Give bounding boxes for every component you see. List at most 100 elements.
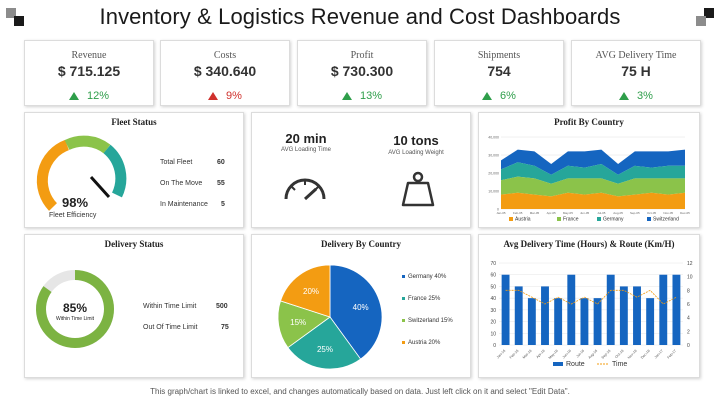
kpi-label: Shipments (477, 50, 521, 61)
fleet-row-label: In Maintenance (160, 201, 208, 208)
delivery-row-value: 500 (216, 303, 228, 310)
legend-label: Germany 40% (408, 274, 447, 280)
y2-tick-label: 4 (687, 316, 690, 322)
delivery-status-panel: Delivery Status 85% Within Time Limit Wi… (24, 234, 244, 378)
legend-label: Route (566, 361, 585, 368)
y2-tick-label: 8 (687, 288, 690, 294)
x-tick-label: Jun-05 (580, 211, 590, 215)
footer-note: This graph/chart is linked to excel, and… (150, 387, 570, 396)
pie-slice-france (287, 316, 362, 370)
trend-up-icon (482, 92, 493, 100)
gauge-arc-green (64, 135, 111, 154)
x-tick-label: Oct-05 (647, 211, 656, 215)
loading-time-value: 20 min (285, 131, 327, 146)
panel-title: Avg Delivery Time (Hours) & Route (Km/H) (503, 239, 675, 249)
legend-label: Austria 20% (408, 340, 441, 346)
x-tick-label: Sep-16 (601, 349, 612, 360)
kpi-card-costs[interactable]: Costs $ 340.640 9% (160, 40, 290, 106)
y-tick-label: 20,000 (488, 172, 499, 176)
weight-icon (401, 171, 435, 207)
bar-route (593, 298, 602, 345)
x-tick-label: Jan-17 (654, 349, 664, 359)
corner-decoration (704, 8, 714, 18)
legend-swatch (402, 275, 405, 278)
kpi-delta: 12% (25, 90, 153, 102)
loading-weight-label: AVG Loading Weight (388, 150, 444, 156)
legend-swatch (557, 217, 561, 221)
donut-value-arc (36, 270, 114, 348)
bar-route (541, 286, 549, 345)
trend-up-icon (68, 92, 79, 100)
x-tick-label: Apr-16 (535, 349, 545, 359)
delivery-donut-chart (36, 270, 114, 348)
pie-data-label: 25% (317, 345, 333, 354)
delivery-row-value: 75 (221, 324, 229, 331)
bar-route (659, 274, 668, 345)
kpi-card-delivery-time[interactable]: AVG Delivery Time 75 H 3% (571, 40, 701, 106)
fleet-row-value: 55 (217, 180, 225, 187)
area-series-austria (501, 192, 685, 209)
bar-route (554, 298, 563, 345)
fleet-row-value: 60 (217, 159, 225, 166)
x-tick-label: Jul-05 (597, 211, 606, 215)
y-tick-label: 0 (497, 208, 499, 212)
x-tick-label: Aug-05 (613, 211, 623, 215)
gauge-arc-orange (36, 139, 70, 211)
line-time (505, 289, 677, 305)
loading-time-label: AVG Loading Time (281, 147, 331, 153)
bar-route (501, 274, 510, 345)
panel-title: Profit By Country (554, 117, 624, 127)
area-series-germany (501, 162, 685, 184)
delivery-percent-label: Within Time Limit (55, 316, 95, 322)
kpi-card-shipments[interactable]: Shipments 754 6% (434, 40, 564, 106)
kpi-delta: 6% (435, 90, 563, 102)
delivery-row-label: Out Of Time Limit (143, 324, 198, 331)
panel-title: Fleet Status (111, 117, 157, 127)
panel-title: Delivery Status (104, 239, 164, 249)
pie-slice-germany (329, 264, 383, 360)
kpi-label: Costs (213, 50, 237, 61)
trend-up-icon (619, 92, 630, 100)
x-tick-label: Dec-05 (680, 211, 690, 215)
legend-label: Austria (515, 217, 531, 223)
kpi-delta: 3% (572, 90, 700, 102)
delivery-pie-chart: 40% 25% 15% 20% Germany 40% France 25% Switzer… (277, 264, 453, 370)
corner-decoration (696, 16, 706, 26)
kpi-label: Profit (350, 50, 374, 61)
bar-route (580, 298, 589, 345)
x-tick-label: Jun-16 (562, 349, 572, 359)
panel-title: Delivery By Country (321, 239, 401, 249)
delivery-by-country-panel: Delivery By Country 40% 25% 15% 20% Germany … (251, 234, 471, 378)
x-tick-label: Mar-16 (522, 349, 533, 360)
delivery-row-label: Within Time Limit (143, 303, 197, 310)
legend-label: France 25% (408, 296, 441, 302)
profit-by-country-panel: Profit By Country 40,000 30,000 20,000 10,0… (478, 112, 700, 228)
kpi-value: $ 715.125 (57, 63, 121, 79)
fleet-efficiency-value: 98% (62, 195, 89, 210)
pie-slice-austria (280, 264, 331, 318)
x-tick-label: Jan-16 (496, 349, 506, 359)
y-tick-label: 70 (490, 261, 496, 267)
legend-swatch (402, 297, 405, 300)
pie-data-label: 40% (353, 303, 369, 312)
bar-route (633, 286, 641, 345)
corner-decoration (14, 16, 24, 26)
legend-swatch (402, 319, 405, 322)
legend-label: Switzerland 15% (408, 318, 453, 324)
legend-swatch (597, 217, 601, 221)
y-tick-label: 60 (490, 273, 496, 279)
kpi-value: 754 (487, 63, 511, 79)
legend-label: Time (612, 361, 627, 368)
pie-data-label: 15% (290, 318, 306, 327)
bar-route (619, 286, 628, 345)
x-tick-label: Nov-05 (663, 211, 673, 215)
kpi-delta: 9% (161, 90, 289, 102)
area-series-france (501, 176, 685, 197)
kpi-card-revenue[interactable]: Revenue $ 715.125 12% (24, 40, 154, 106)
y-tick-label: 30,000 (488, 154, 499, 158)
legend-label: Germany (603, 217, 624, 223)
fleet-row-value: 5 (221, 201, 225, 208)
speedometer-icon (284, 178, 326, 201)
kpi-card-profit[interactable]: Profit $ 730.300 13% (297, 40, 427, 106)
